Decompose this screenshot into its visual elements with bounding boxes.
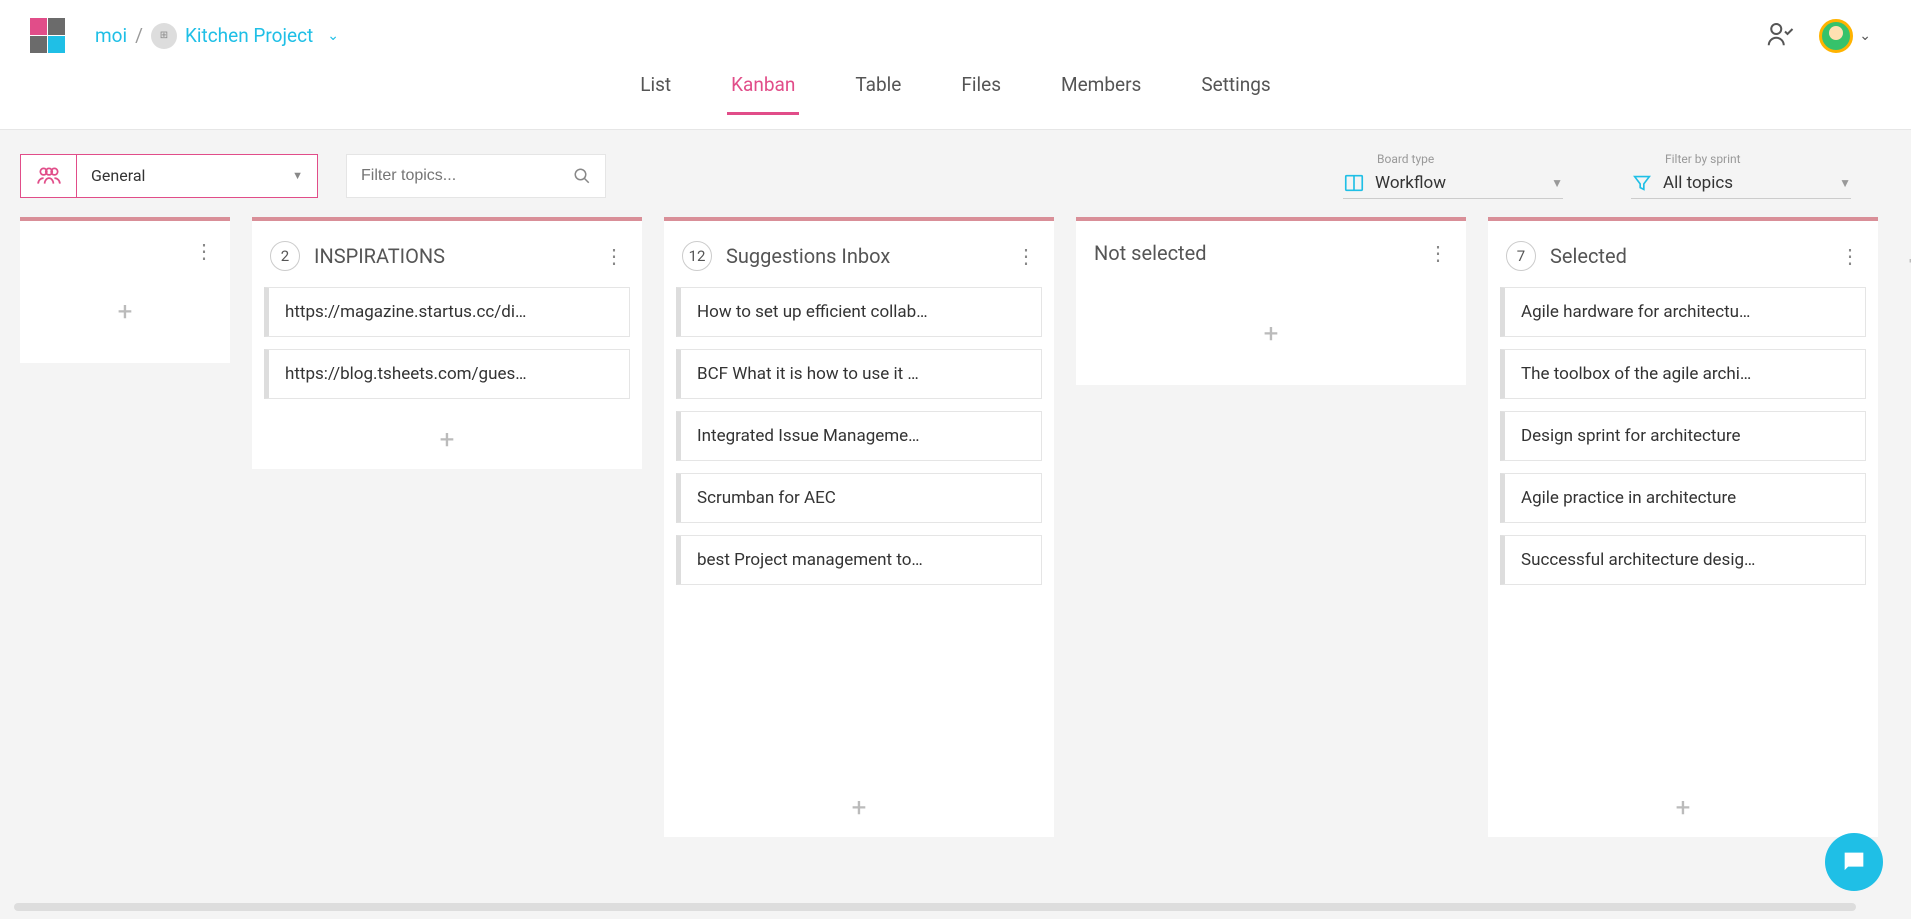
team-filter-value: General <box>91 166 145 185</box>
app-logo[interactable] <box>30 18 65 53</box>
column-title: INSPIRATIONS <box>314 244 586 268</box>
column-menu-icon[interactable]: ⋮ <box>1424 243 1452 263</box>
column-menu-icon[interactable]: ⋮ <box>1836 246 1864 266</box>
search-box[interactable] <box>346 154 606 198</box>
horizontal-scrollbar[interactable] <box>14 903 1856 911</box>
sprint-filter-value: All topics <box>1663 173 1829 193</box>
breadcrumb-separator: / <box>135 24 143 47</box>
search-input[interactable] <box>361 167 573 185</box>
add-card-button[interactable]: + <box>664 779 1054 837</box>
breadcrumb: moi / ⊞ Kitchen Project ⌄ <box>95 23 339 49</box>
caret-down-icon: ▼ <box>292 169 303 182</box>
column-count: 2 <box>270 241 300 271</box>
kanban-column: ⋮+ <box>20 217 230 363</box>
kanban-column: 2 INSPIRATIONS ⋮ https://magazine.startus.c… <box>252 217 642 469</box>
column-menu-icon[interactable]: ⋮ <box>190 241 218 261</box>
tab-kanban[interactable]: Kanban <box>727 67 799 115</box>
column-count: 12 <box>682 241 712 271</box>
kanban-card[interactable]: https://blog.tsheets.com/gues… <box>264 349 630 399</box>
kanban-column: 12 Suggestions Inbox ⋮ How to set up effici… <box>664 217 1054 837</box>
team-filter-select[interactable]: General ▼ <box>20 154 318 198</box>
column-menu-icon[interactable]: ⋮ <box>600 246 628 266</box>
kanban-card[interactable]: Successful architecture desig… <box>1500 535 1866 585</box>
avatar-image <box>1819 19 1853 53</box>
column-count: 7 <box>1506 241 1536 271</box>
kanban-column: 7 Selected ⋮ Agile hardware for architectu…… <box>1488 217 1878 837</box>
kanban-card[interactable]: best Project management to… <box>676 535 1042 585</box>
filter-icon <box>1631 172 1653 194</box>
tab-members[interactable]: Members <box>1057 67 1145 115</box>
board-type-value: Workflow <box>1375 173 1541 193</box>
kanban-card[interactable]: How to set up efficient collab… <box>676 287 1042 337</box>
project-icon: ⊞ <box>151 23 177 49</box>
add-card-button[interactable]: + <box>252 411 642 469</box>
tab-settings[interactable]: Settings <box>1197 67 1274 115</box>
board-type-filter[interactable]: Board type Workflow ▼ <box>1343 152 1563 199</box>
kanban-card[interactable]: Scrumban for AEC <box>676 473 1042 523</box>
kanban-card[interactable]: https://magazine.startus.cc/di… <box>264 287 630 337</box>
column-title: Selected <box>1550 244 1822 268</box>
add-card-button[interactable]: + <box>1076 293 1466 385</box>
kanban-card[interactable]: Integrated Issue Manageme… <box>676 411 1042 461</box>
breadcrumb-project[interactable]: Kitchen Project <box>185 24 313 47</box>
kanban-column: Not selected ⋮ + <box>1076 217 1466 385</box>
column-menu-icon[interactable]: ⋮ <box>1012 246 1040 266</box>
user-avatar[interactable]: ⌄ <box>1819 19 1871 53</box>
chevron-down-icon: ⌄ <box>1859 28 1871 44</box>
tab-table[interactable]: Table <box>851 67 905 115</box>
kanban-card[interactable]: BCF What it is how to use it … <box>676 349 1042 399</box>
chevron-down-icon[interactable]: ⌄ <box>327 28 339 44</box>
kanban-card[interactable]: Agile practice in architecture <box>1500 473 1866 523</box>
tab-list[interactable]: List <box>636 67 675 115</box>
search-icon <box>573 167 591 185</box>
caret-down-icon: ▼ <box>1551 176 1563 190</box>
caret-down-icon: ▼ <box>1839 176 1851 190</box>
team-icon <box>21 155 77 197</box>
kanban-card[interactable]: Agile hardware for architectu… <box>1500 287 1866 337</box>
user-check-icon[interactable] <box>1765 19 1795 53</box>
breadcrumb-user[interactable]: moi <box>95 24 127 47</box>
chat-bubble[interactable] <box>1825 833 1883 891</box>
column-title: Not selected <box>1094 241 1410 265</box>
board-type-label: Board type <box>1377 152 1563 166</box>
sprint-filter[interactable]: Filter by sprint All topics ▼ <box>1631 152 1851 199</box>
kanban-card[interactable]: Design sprint for architecture <box>1500 411 1866 461</box>
column-title: Suggestions Inbox <box>726 244 998 268</box>
board-icon <box>1343 172 1365 194</box>
add-card-button[interactable]: + <box>1488 779 1878 837</box>
sprint-filter-label: Filter by sprint <box>1665 152 1851 166</box>
tab-files[interactable]: Files <box>957 67 1005 115</box>
kanban-card[interactable]: The toolbox of the agile archi… <box>1500 349 1866 399</box>
add-column-button[interactable]: + <box>1900 217 1911 306</box>
